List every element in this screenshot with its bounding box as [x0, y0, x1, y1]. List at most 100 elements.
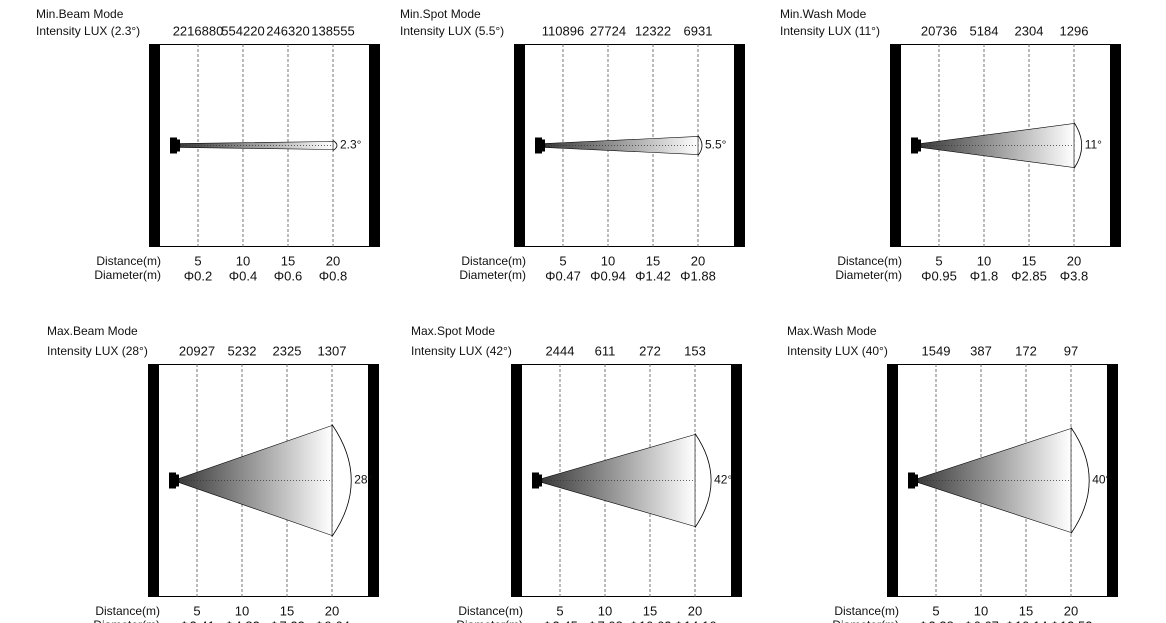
diameter-value: Φ1.42 — [635, 268, 671, 283]
lux-value: 272 — [639, 343, 661, 358]
lux-value: 2444 — [546, 343, 575, 358]
lux-value: 172 — [1015, 343, 1037, 358]
diameter-value: Φ0.94 — [590, 268, 626, 283]
fixture-body — [170, 137, 177, 154]
box-right-bar — [731, 364, 742, 597]
light-cone — [178, 425, 333, 536]
light-cone — [917, 428, 1072, 533]
fixture-body — [169, 472, 176, 489]
box-right-bar — [369, 44, 380, 247]
fixture-lens — [538, 474, 542, 487]
diameter-value: Φ3.45 — [542, 618, 578, 623]
distance-label: Distance(m) — [837, 254, 902, 268]
mode-title: Min.Spot Mode — [400, 7, 481, 21]
diameter-value: Φ10.62 — [629, 618, 672, 623]
lux-value: 5184 — [970, 23, 999, 38]
distance-label: Distance(m) — [96, 254, 161, 268]
lux-value: 1296 — [1060, 23, 1089, 38]
diameter-value: Φ0.4 — [229, 268, 257, 283]
distance-value: 20 — [688, 603, 702, 618]
diameter-value: Φ13.52 — [1050, 618, 1093, 623]
diameter-value: Φ4.82 — [224, 618, 260, 623]
diameter-value: Φ3.38 — [918, 618, 954, 623]
angle-label: 40° — [1092, 473, 1110, 487]
diameter-value: Φ2.41 — [179, 618, 215, 623]
light-cone — [544, 136, 699, 155]
panel: Max.Spot Mode Intensity LUX (42°) 2444 5Φ3.… — [411, 324, 742, 623]
diameter-value: Φ10.14 — [1005, 618, 1048, 623]
lux-value: 20927 — [179, 343, 215, 358]
distance-value: 10 — [601, 253, 615, 268]
angle-arc — [1070, 427, 1090, 534]
lux-value: 153 — [684, 343, 706, 358]
distance-label: Distance(m) — [458, 604, 523, 618]
distance-label: Distance(m) — [834, 604, 899, 618]
fixture-body — [908, 472, 915, 489]
distance-value: 15 — [281, 253, 295, 268]
diameter-value: Φ7.23 — [269, 618, 305, 623]
diameter-value: Φ0.47 — [545, 268, 581, 283]
light-cone — [179, 141, 334, 150]
lux-value: 2216880 — [173, 23, 224, 38]
panel: Max.Beam Mode Intensity LUX (28°) 20927 5Φ2… — [47, 324, 379, 623]
angle-arc — [331, 424, 352, 537]
diameter-value: Φ14.16 — [674, 618, 717, 623]
intensity-label: Intensity LUX (40°) — [787, 344, 888, 358]
intensity-label: Intensity LUX (5.5°) — [400, 24, 504, 38]
mode-title: Min.Wash Mode — [780, 7, 867, 21]
diameter-value: Φ1.88 — [680, 268, 716, 283]
distance-value: 5 — [559, 253, 566, 268]
lux-value: 110896 — [542, 23, 584, 38]
box-right-bar — [368, 364, 379, 597]
lux-value: 246320 — [266, 23, 309, 38]
distance-value: 20 — [1064, 603, 1078, 618]
box-left-bar — [149, 44, 160, 247]
angle-label: 5.5° — [705, 138, 727, 152]
lux-value: 387 — [970, 343, 992, 358]
distance-value: 5 — [935, 253, 942, 268]
distance-value: 5 — [193, 603, 200, 618]
angle-label: 42° — [714, 473, 732, 487]
distance-value: 15 — [1019, 603, 1033, 618]
box-right-bar — [1110, 44, 1121, 247]
distance-value: 20 — [691, 253, 705, 268]
distance-label: Distance(m) — [95, 604, 160, 618]
distance-value: 10 — [236, 253, 250, 268]
distance-value: 10 — [974, 603, 988, 618]
distance-value: 10 — [598, 603, 612, 618]
lux-value: 97 — [1064, 343, 1078, 358]
distance-label: Distance(m) — [461, 254, 526, 268]
panel: Min.Wash Mode Intensity LUX (11°) 20736 5Φ0… — [780, 7, 1121, 283]
box-left-bar — [148, 364, 159, 597]
distance-value: 20 — [325, 603, 339, 618]
diameter-label: Diameter(m) — [93, 618, 160, 623]
fixture-lens — [176, 139, 180, 152]
panel: Min.Beam Mode Intensity LUX (2.3°) 2216880… — [36, 7, 380, 283]
distance-value: 5 — [932, 603, 939, 618]
distance-value: 10 — [977, 253, 991, 268]
box-right-bar — [1107, 364, 1118, 597]
diameter-label: Diameter(m) — [459, 268, 526, 282]
diameter-value: Φ0.8 — [319, 268, 347, 283]
lux-value: 554220 — [221, 23, 264, 38]
diameter-value: Φ2.85 — [1011, 268, 1047, 283]
angle-arc — [1073, 122, 1083, 169]
fixture-lens — [541, 139, 545, 152]
distance-value: 15 — [643, 603, 657, 618]
diameter-label: Diameter(m) — [94, 268, 161, 282]
diameter-value: Φ0.95 — [921, 268, 957, 283]
box-left-bar — [890, 44, 901, 247]
angle-label: 11° — [1085, 138, 1102, 152]
diameter-value: Φ0.2 — [184, 268, 212, 283]
light-cone — [541, 434, 696, 527]
distance-value: 15 — [280, 603, 294, 618]
intensity-label: Intensity LUX (2.3°) — [36, 24, 140, 38]
intensity-label: Intensity LUX (11°) — [780, 24, 880, 38]
angle-arc — [697, 135, 703, 156]
distance-value: 5 — [194, 253, 201, 268]
distance-value: 15 — [646, 253, 660, 268]
lux-value: 12322 — [635, 23, 671, 38]
mode-title: Min.Beam Mode — [36, 7, 124, 21]
distance-value: 5 — [556, 603, 563, 618]
